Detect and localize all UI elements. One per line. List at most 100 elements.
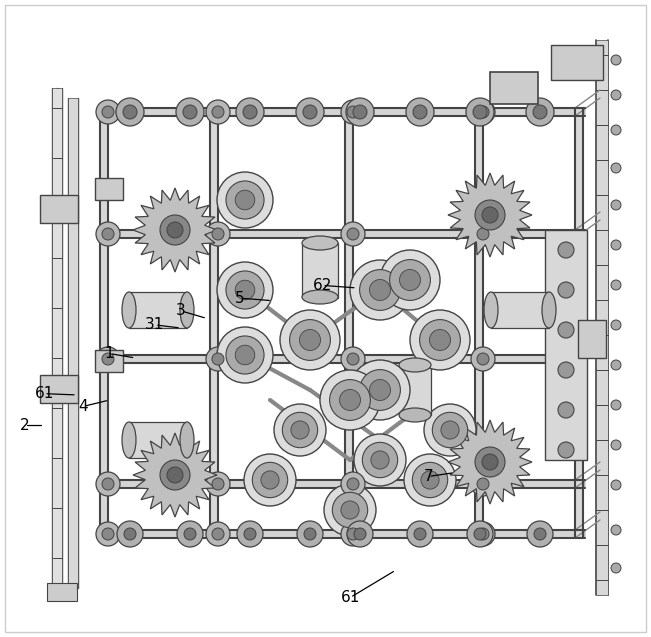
Ellipse shape xyxy=(122,292,136,328)
Circle shape xyxy=(400,269,421,290)
Circle shape xyxy=(467,521,493,547)
Circle shape xyxy=(477,478,489,490)
Circle shape xyxy=(243,105,257,119)
Circle shape xyxy=(414,528,426,540)
Circle shape xyxy=(441,421,459,439)
Circle shape xyxy=(296,98,324,126)
Circle shape xyxy=(611,440,621,450)
Bar xyxy=(399,365,431,415)
Circle shape xyxy=(217,262,273,318)
Circle shape xyxy=(466,98,494,126)
Circle shape xyxy=(412,462,448,497)
Text: 7: 7 xyxy=(424,469,433,484)
Circle shape xyxy=(347,521,373,547)
Ellipse shape xyxy=(399,408,431,422)
Circle shape xyxy=(477,528,489,540)
Polygon shape xyxy=(133,433,217,517)
Circle shape xyxy=(116,98,144,126)
Circle shape xyxy=(363,442,398,478)
Circle shape xyxy=(371,451,389,469)
Circle shape xyxy=(96,522,120,546)
Circle shape xyxy=(274,404,326,456)
Circle shape xyxy=(297,521,323,547)
Circle shape xyxy=(354,528,366,540)
Circle shape xyxy=(340,389,361,410)
Text: 2: 2 xyxy=(20,418,29,433)
Circle shape xyxy=(558,402,574,418)
Circle shape xyxy=(406,98,434,126)
Circle shape xyxy=(370,280,391,301)
Text: 62: 62 xyxy=(312,278,332,293)
Circle shape xyxy=(244,454,296,506)
Circle shape xyxy=(611,200,621,210)
Circle shape xyxy=(611,360,621,370)
Circle shape xyxy=(475,200,505,230)
Text: 5: 5 xyxy=(235,290,244,306)
Text: 61: 61 xyxy=(340,590,360,605)
Ellipse shape xyxy=(122,422,136,458)
Circle shape xyxy=(206,347,230,371)
Circle shape xyxy=(324,484,376,536)
Ellipse shape xyxy=(542,292,556,328)
Circle shape xyxy=(280,310,340,370)
Circle shape xyxy=(413,105,427,119)
Circle shape xyxy=(226,336,264,374)
Polygon shape xyxy=(100,480,585,488)
Circle shape xyxy=(341,472,365,496)
Circle shape xyxy=(420,320,460,361)
Circle shape xyxy=(611,525,621,535)
Bar xyxy=(578,320,606,358)
Circle shape xyxy=(346,98,374,126)
Circle shape xyxy=(558,322,574,338)
Polygon shape xyxy=(68,98,78,588)
Bar xyxy=(545,230,587,460)
Circle shape xyxy=(206,222,230,246)
Circle shape xyxy=(217,172,273,228)
Circle shape xyxy=(303,105,317,119)
Polygon shape xyxy=(100,230,585,238)
Circle shape xyxy=(235,280,255,300)
Circle shape xyxy=(558,442,574,458)
Circle shape xyxy=(359,369,400,410)
Circle shape xyxy=(347,228,359,240)
Circle shape xyxy=(124,528,136,540)
Circle shape xyxy=(341,522,365,546)
Circle shape xyxy=(283,412,318,448)
Bar xyxy=(40,195,78,223)
Circle shape xyxy=(407,521,433,547)
Circle shape xyxy=(526,98,554,126)
Circle shape xyxy=(482,207,498,223)
Circle shape xyxy=(244,528,256,540)
Polygon shape xyxy=(448,420,532,504)
Polygon shape xyxy=(100,108,108,538)
Circle shape xyxy=(226,271,264,309)
Circle shape xyxy=(183,105,197,119)
Circle shape xyxy=(290,320,331,361)
Text: 1: 1 xyxy=(105,346,114,361)
Bar xyxy=(129,422,187,458)
Circle shape xyxy=(217,327,273,383)
Circle shape xyxy=(611,163,621,173)
Circle shape xyxy=(404,454,456,506)
Circle shape xyxy=(167,467,183,483)
Circle shape xyxy=(341,100,365,124)
Circle shape xyxy=(212,478,224,490)
Circle shape xyxy=(304,528,316,540)
Text: 31: 31 xyxy=(145,317,165,333)
Circle shape xyxy=(123,105,137,119)
Circle shape xyxy=(482,454,498,470)
Circle shape xyxy=(421,471,439,489)
Circle shape xyxy=(477,353,489,365)
Circle shape xyxy=(117,521,143,547)
Circle shape xyxy=(558,282,574,298)
Circle shape xyxy=(370,380,391,401)
Ellipse shape xyxy=(180,422,194,458)
Circle shape xyxy=(350,260,410,320)
Circle shape xyxy=(102,106,114,118)
Circle shape xyxy=(558,242,574,258)
Circle shape xyxy=(341,501,359,519)
Circle shape xyxy=(353,105,367,119)
Ellipse shape xyxy=(180,292,194,328)
Circle shape xyxy=(212,528,224,540)
Circle shape xyxy=(320,370,380,430)
